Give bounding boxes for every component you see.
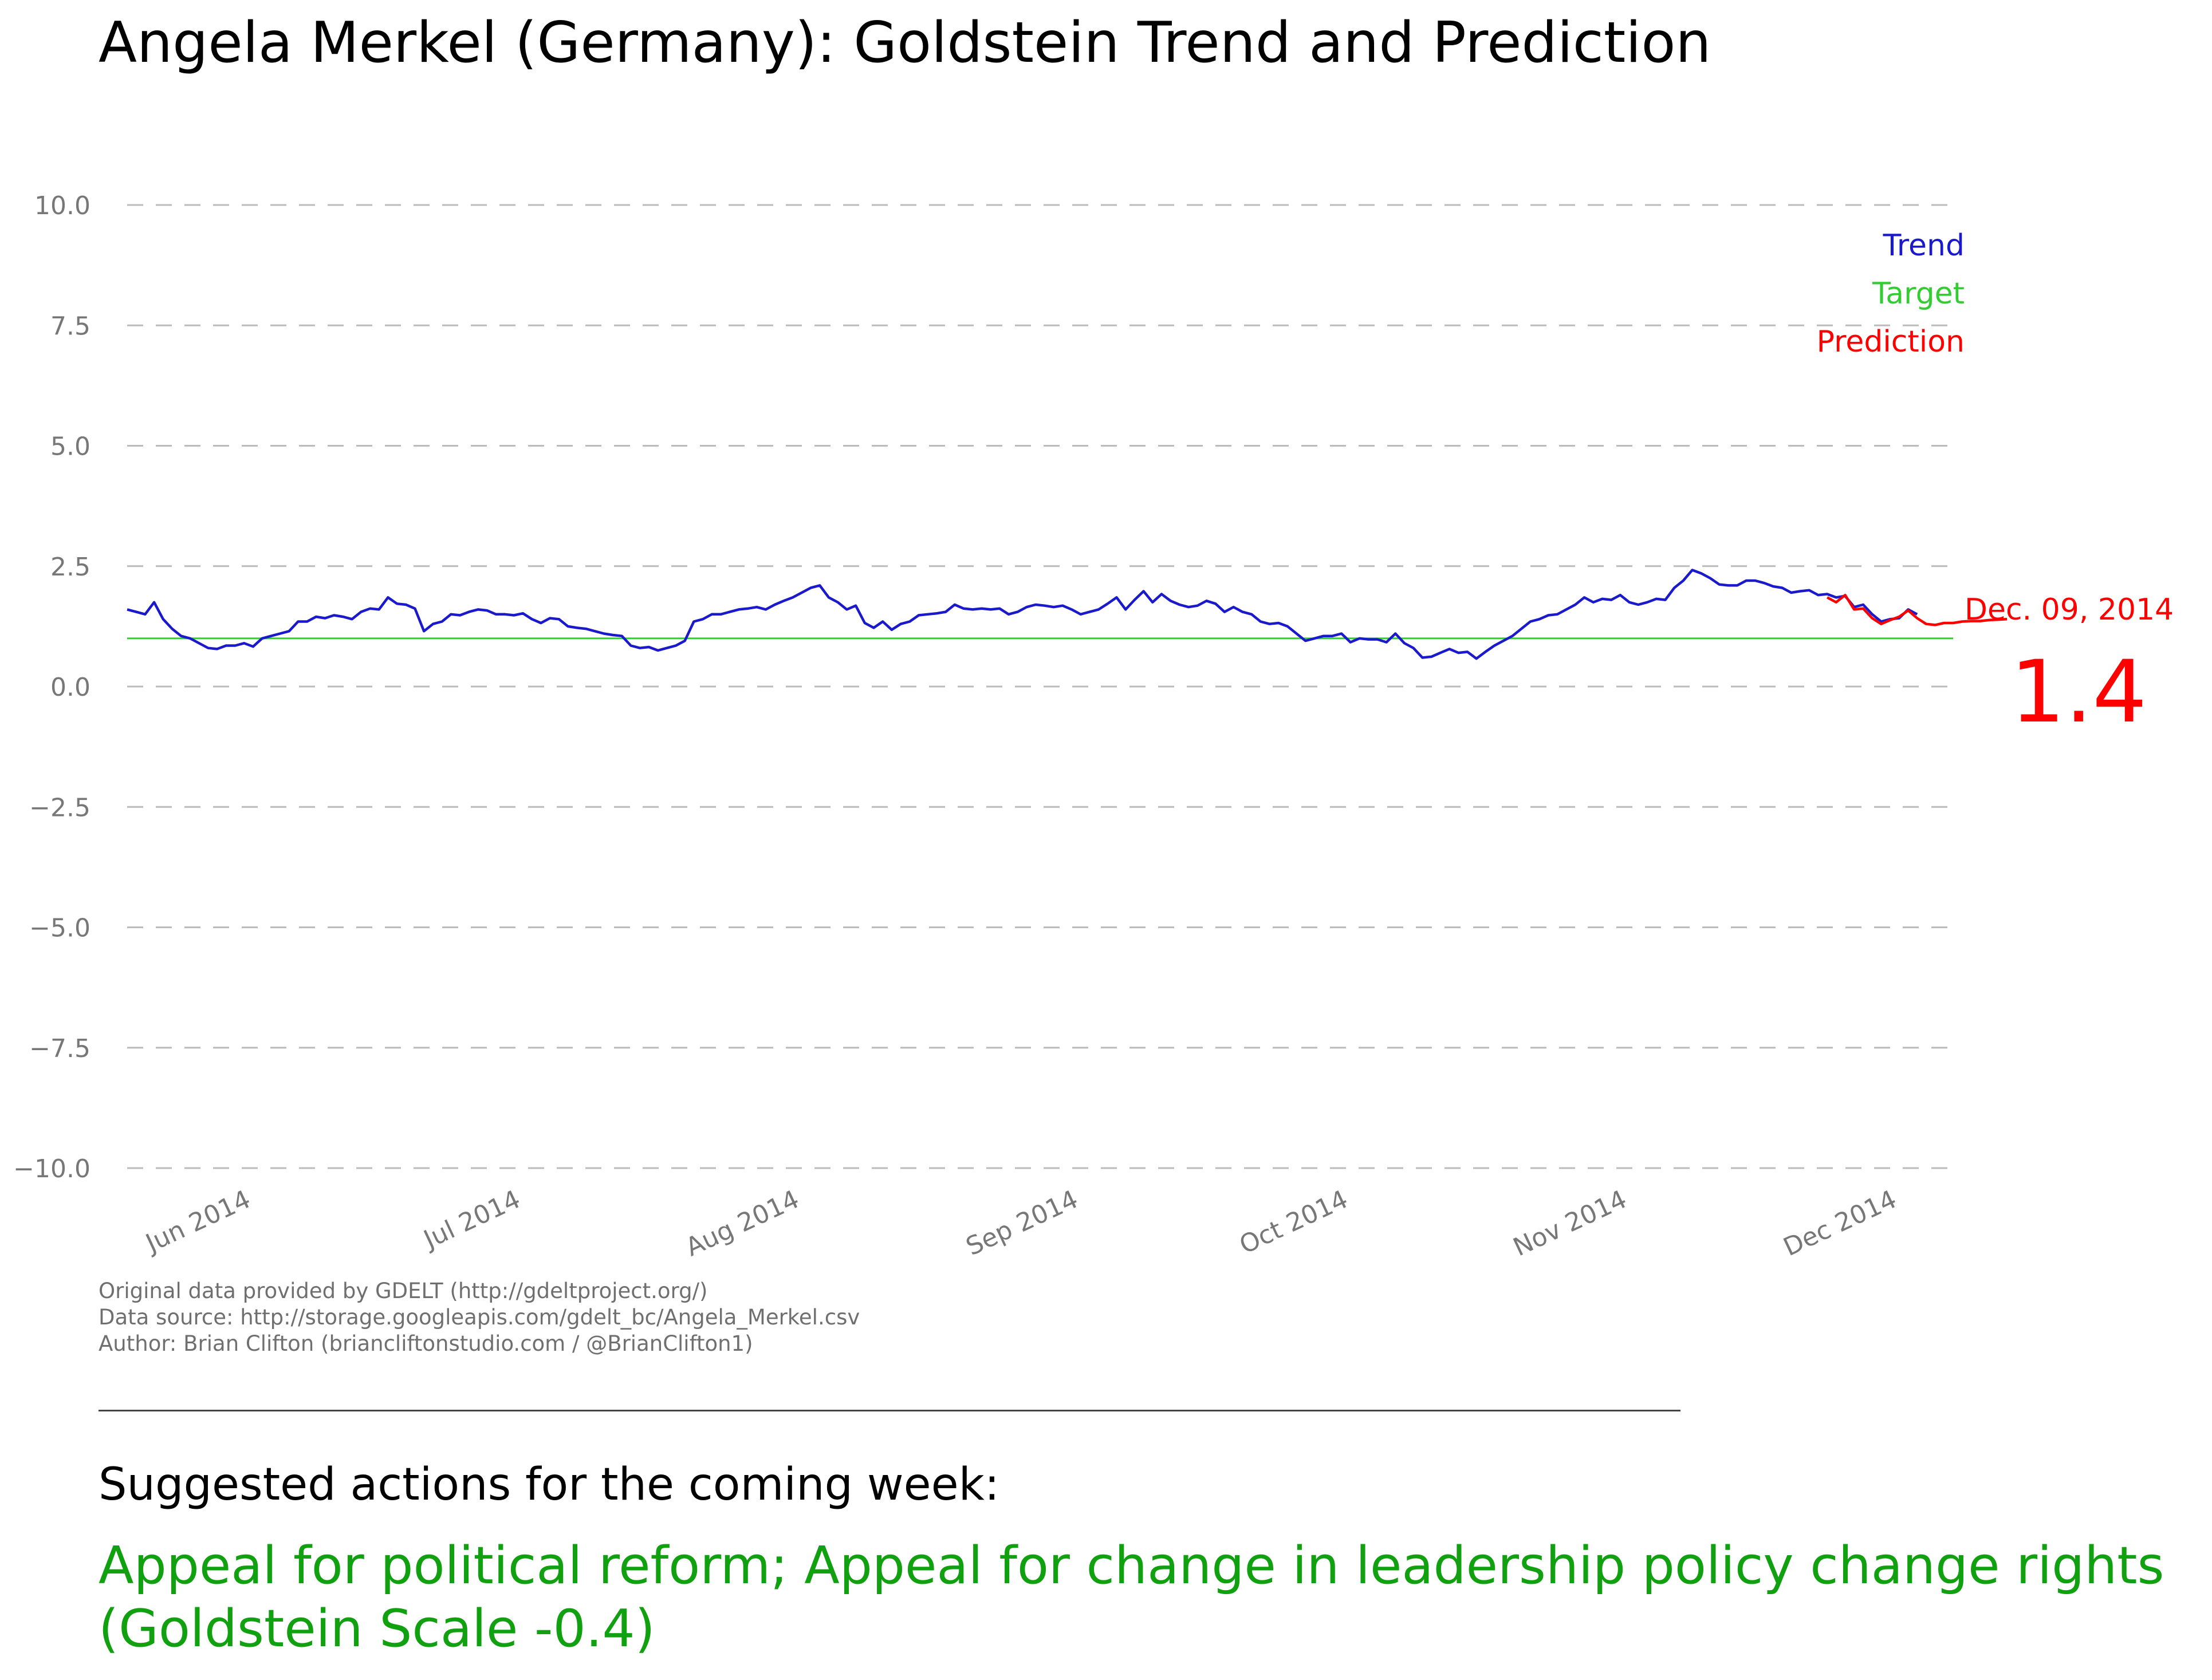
y-tick-label: −5.0 [29, 914, 90, 943]
x-tick-label: Jul 2014 [418, 1185, 525, 1255]
grid-lines [127, 204, 1953, 1169]
y-tick-label: 5.0 [50, 432, 90, 462]
prediction-date-label: Dec. 09, 2014 [1965, 593, 2174, 627]
y-tick-label: 10.0 [34, 191, 90, 220]
chart-title: Angela Merkel (Germany): Goldstein Trend… [99, 10, 1711, 76]
legend-entry: Trend [1883, 228, 1965, 263]
x-tick-label: Oct 2014 [1235, 1185, 1352, 1260]
goldstein-chart: 10.0 7.5 5.0 2.5 0.0 −2.5 −5.0 −7.5 −10.0 Jun 20… [13, 191, 2174, 1260]
suggested-actions-heading: Suggested actions for the coming week: [99, 1459, 1000, 1511]
x-tick-label: Aug 2014 [681, 1185, 804, 1260]
y-tick-label: −2.5 [29, 793, 90, 822]
y-tick-label: −7.5 [29, 1034, 90, 1063]
legend: Trend Target Prediction [1817, 228, 1965, 359]
trend-series-line [127, 569, 1918, 660]
y-tick-labels: 10.0 7.5 5.0 2.5 0.0 −2.5 −5.0 −7.5 −10.0 [13, 191, 90, 1184]
x-tick-label: Dec 2014 [1779, 1185, 1901, 1260]
credit-line: Author: Brian Clifton (briancliftonstudi… [99, 1331, 753, 1356]
prediction-series-line [1827, 593, 2008, 626]
legend-entry: Prediction [1817, 325, 1965, 359]
x-tick-labels: Jun 2014 Jul 2014 Aug 2014 Sep 2014 Oct 2014… [140, 1185, 1901, 1260]
x-tick-label: Jun 2014 [140, 1185, 255, 1259]
series-lines [127, 569, 2008, 660]
suggested-action-text: Appeal for political reform; Appeal for … [99, 1536, 2164, 1659]
legend-entry: Target [1872, 277, 1965, 311]
divider [99, 1410, 1680, 1411]
prediction-value-label: 1.4 [2010, 642, 2147, 742]
y-tick-label: −10.0 [13, 1154, 90, 1184]
credits: Original data provided by GDELT (http://… [99, 1278, 860, 1357]
y-tick-label: 7.5 [50, 311, 90, 341]
credit-line: Data source: http://storage.googleapis.c… [99, 1305, 860, 1330]
y-tick-label: 0.0 [50, 673, 90, 702]
prediction-annotation: Dec. 09, 2014 1.4 [1965, 593, 2174, 742]
x-tick-label: Nov 2014 [1509, 1185, 1631, 1260]
x-tick-label: Sep 2014 [962, 1185, 1083, 1260]
y-tick-label: 2.5 [50, 553, 90, 582]
credit-line: Original data provided by GDELT (http://… [99, 1279, 708, 1303]
